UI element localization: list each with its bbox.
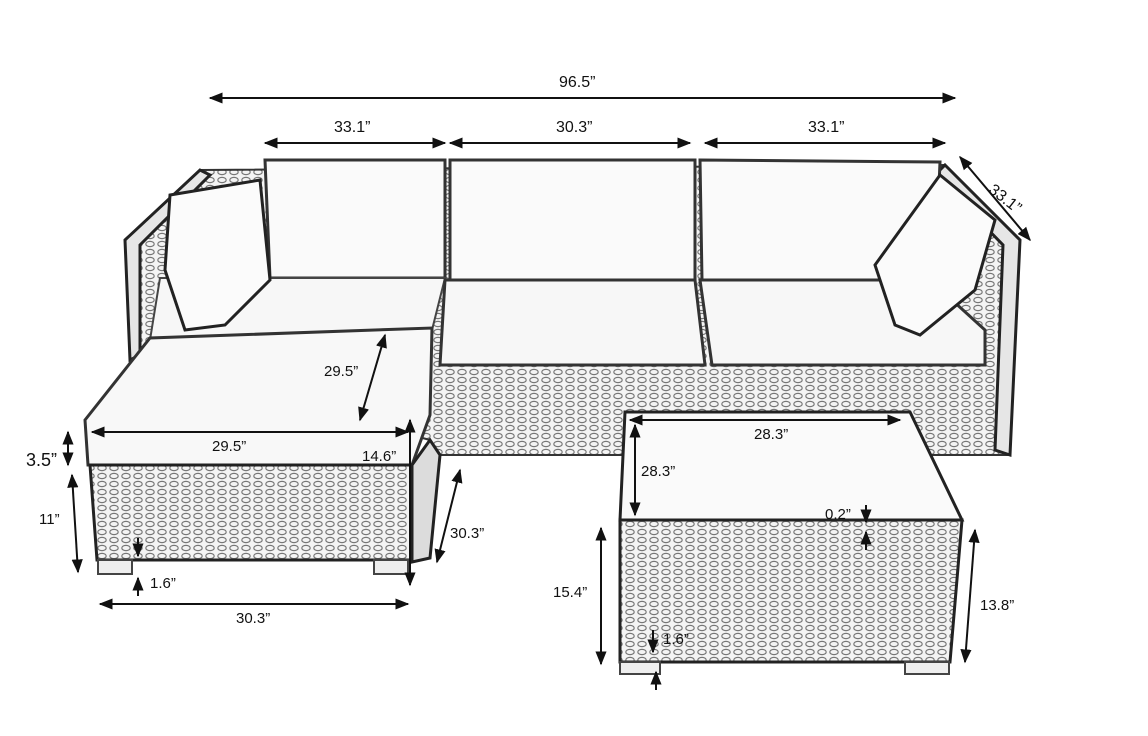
label-table-width: 28.3”	[754, 426, 789, 443]
ottoman-base-side	[410, 437, 442, 564]
label-overall-width: 96.5”	[559, 74, 596, 91]
table-leg-left	[619, 661, 661, 675]
label-table-height-side: 13.8”	[980, 597, 1015, 614]
label-ottoman-width-top: 29.5”	[212, 438, 247, 455]
label-ottoman-width-bottom: 30.3”	[236, 610, 271, 627]
dim-base-height	[67, 473, 83, 574]
dim-ottoman-depth	[358, 333, 387, 422]
back-cushion-center	[448, 158, 697, 282]
ottoman-leg-left	[97, 559, 133, 575]
back-cushion-left	[263, 158, 447, 280]
label-ottoman-height: 14.6”	[362, 448, 397, 465]
label-cushion-thickness: 3.5”	[26, 450, 58, 470]
dim-table-height-side	[960, 528, 980, 664]
label-left-seat-width: 33.1”	[334, 119, 371, 136]
dim-ottoman-depth-side	[434, 468, 463, 564]
label-right-seat-width: 33.1”	[808, 119, 845, 136]
label-table-height-front: 15.4”	[553, 584, 588, 601]
label-table-depth: 28.3”	[641, 463, 676, 480]
ottoman-leg-right	[373, 559, 409, 575]
label-center-seat-width: 30.3”	[556, 119, 593, 136]
dim-depth-right	[959, 155, 1031, 242]
label-glass-thickness: 0.2”	[825, 506, 851, 523]
label-base-height: 11”	[39, 511, 60, 528]
table-leg-right	[904, 661, 950, 675]
pillow-left	[163, 178, 272, 332]
label-ottoman-depth-side: 30.3”	[450, 525, 485, 542]
dimension-lines	[62, 92, 1031, 690]
label-table-leg-height: 1.6”	[663, 631, 689, 648]
coffee-table	[618, 410, 965, 675]
seat-cushion-center	[438, 278, 707, 367]
label-ottoman-depth: 29.5”	[324, 363, 359, 380]
left-arm	[123, 168, 213, 363]
label-leg-height-left: 1.6”	[150, 575, 176, 592]
